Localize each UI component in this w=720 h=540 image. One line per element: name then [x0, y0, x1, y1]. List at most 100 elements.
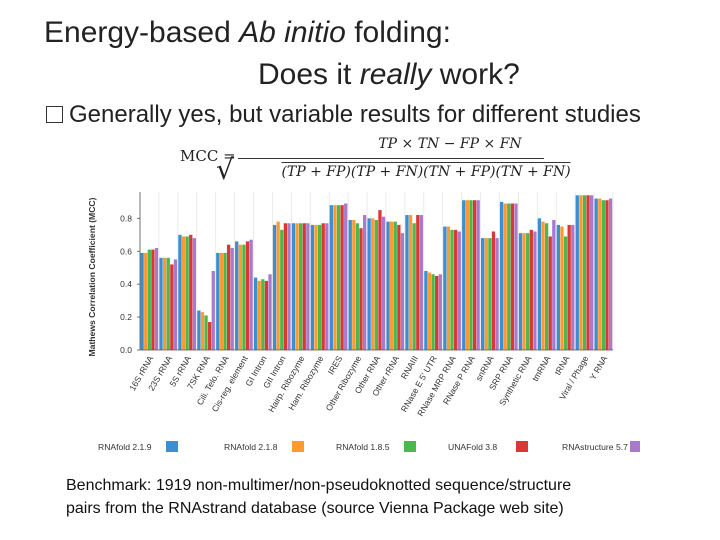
bar-cili-telo-rna-3 — [226, 244, 231, 350]
bar-viral-phage-1 — [579, 195, 583, 350]
bar-y-rna-0 — [594, 198, 598, 350]
bar-ham-ribozyme-3 — [321, 223, 325, 350]
bar-7sk-rna-3 — [208, 322, 212, 350]
bar-synthetic-rna-2 — [526, 233, 530, 350]
bar-7sk-rna-2 — [204, 315, 208, 350]
bar-srp-rna-1 — [503, 203, 507, 350]
bar-srp-rna-3 — [510, 203, 515, 350]
bar-y-rna-1 — [598, 198, 602, 350]
bar-cis-reg-element-0 — [235, 241, 239, 350]
bar-snrna-1 — [484, 238, 488, 350]
bar-rnase-e-5-utr-4 — [438, 274, 442, 350]
bar-7sk-rna-0 — [197, 310, 201, 350]
formula-denominator: (TP + FP)(TP + FN)(TN + FP)(TN + FN) — [281, 162, 571, 180]
bar-rnase-mrp-rna-0 — [443, 226, 447, 350]
bar-gii-intron-1 — [276, 221, 280, 350]
bar-viral-phage-0 — [575, 195, 579, 350]
bar-5s-rrna-4 — [192, 238, 196, 350]
bar-other-ribozyme-1 — [352, 219, 356, 350]
bar-other-rna-4 — [381, 216, 386, 350]
bar-other-rna-3 — [378, 210, 382, 350]
bar-23s-rrna-2 — [166, 257, 170, 350]
bar-gi-intron-4 — [268, 274, 272, 350]
bar-rnase-p-rna-2 — [469, 200, 473, 350]
bar-ham-ribozyme-4 — [325, 223, 329, 350]
caption-line2: pairs from the RNAstrand database (sourc… — [66, 500, 564, 517]
bar-synthetic-rna-4 — [533, 231, 537, 350]
legend-swatch — [404, 441, 416, 452]
bar-snrna-0 — [481, 238, 485, 350]
y-tick-label: 0.8 — [120, 213, 132, 223]
bar-trna-4 — [571, 224, 575, 350]
bar-snrna-2 — [488, 238, 492, 350]
bar-srp-rna-2 — [507, 203, 511, 350]
bar-viral-phage-4 — [590, 195, 594, 350]
bar-other-ribozyme-2 — [355, 223, 360, 350]
bar-tmrna-2 — [544, 223, 549, 350]
bar-23s-rrna-0 — [159, 257, 163, 350]
bar-ires-1 — [333, 205, 337, 350]
bar-ires-3 — [340, 205, 344, 350]
checkbox-bullet-icon — [46, 106, 63, 123]
bar-23s-rrna-4 — [173, 259, 178, 350]
bar-snrna-3 — [491, 231, 496, 350]
bar-rnaiii-2 — [412, 223, 416, 350]
legend-swatch — [166, 441, 178, 452]
bar-rnase-p-rna-1 — [465, 200, 469, 350]
legend-label: RNAstructure 5.7 — [562, 442, 628, 452]
y-tick-label: 0.4 — [120, 279, 132, 289]
bar-gii-intron-2 — [280, 229, 284, 350]
formula-numerator: TP × TN − FP × FN — [378, 136, 522, 152]
benchmark-caption: Benchmark: 1919 non-multimer/non-pseudok… — [66, 474, 666, 520]
bar-other-ribozyme-0 — [348, 219, 352, 350]
bar-gi-intron-3 — [264, 280, 269, 350]
caption-line1: Benchmark: 1919 non-multimer/non-pseudok… — [66, 477, 572, 494]
bar-7sk-rna-4 — [211, 271, 215, 350]
bar-gi-intron-1 — [257, 280, 261, 350]
legend-label: RNAfold 2.1.8 — [224, 442, 278, 452]
legend-swatch — [292, 441, 304, 452]
bar-rnase-mrp-rna-2 — [450, 229, 454, 350]
bar-trna-3 — [567, 224, 571, 350]
bar-16s-rrna-1 — [144, 252, 148, 350]
bar-other-rrna-3 — [397, 224, 401, 350]
y-axis-title: Mathews Correlation Coefficient (MCC) — [87, 197, 97, 356]
bar-rnaiii-1 — [408, 215, 413, 350]
formula-lhs: MCC = — [180, 147, 236, 165]
bar-snrna-4 — [495, 238, 499, 350]
bar-gi-intron-2 — [261, 279, 265, 350]
bar-rnaiii-3 — [416, 215, 420, 350]
bar-16s-rrna-3 — [151, 249, 155, 350]
bar-y-rna-4 — [608, 198, 613, 350]
legend-label: UNAFold 3.8 — [448, 442, 497, 452]
bar-rnase-e-5-utr-0 — [424, 271, 428, 350]
bar-hairp-ribozyme-3 — [302, 223, 306, 350]
bullet-text: Generally yes, but variable results for … — [69, 101, 641, 128]
bar-ham-ribozyme-2 — [317, 224, 322, 350]
bar-5s-rrna-2 — [185, 236, 189, 350]
legend-label: RNAfold 2.1.9 — [98, 442, 152, 452]
bar-cis-reg-element-3 — [245, 241, 250, 350]
slide-title-line1: Energy-based Ab initio folding: — [44, 16, 451, 49]
bar-synthetic-rna-3 — [529, 229, 533, 350]
bar-y-rna-2 — [601, 200, 606, 350]
bar-rnase-p-rna-0 — [462, 200, 466, 350]
bar-tmrna-3 — [548, 236, 552, 350]
bar-tmrna-4 — [552, 219, 556, 350]
bar-cili-telo-rna-2 — [223, 252, 227, 350]
bar-5s-rrna-0 — [178, 234, 182, 350]
bar-hairp-ribozyme-0 — [291, 223, 296, 350]
bar-ires-2 — [336, 205, 341, 350]
bar-rnaiii-4 — [419, 215, 424, 350]
bar-trna-0 — [556, 224, 560, 350]
bar-16s-rrna-4 — [154, 247, 159, 350]
bar-other-rna-0 — [367, 218, 371, 350]
bar-cili-telo-rna-0 — [216, 252, 220, 350]
bar-other-rrna-4 — [400, 233, 405, 350]
y-tick-label: 0.0 — [120, 345, 132, 355]
bar-other-ribozyme-3 — [359, 228, 363, 350]
bar-5s-rrna-3 — [189, 234, 193, 350]
bar-ires-4 — [344, 203, 348, 350]
bar-other-rrna-2 — [393, 221, 397, 350]
